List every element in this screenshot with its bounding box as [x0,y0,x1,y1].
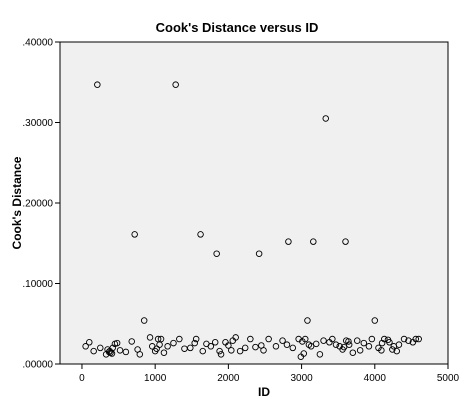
data-point [241,344,249,352]
data-point [300,350,308,357]
data-point [116,347,124,354]
data-point [90,347,97,355]
y-tick-label: .40000 [22,38,53,49]
data-point [191,339,198,347]
data-point [329,335,336,343]
data-point [289,344,297,352]
data-point [140,317,148,324]
data-point [211,339,219,346]
data-point [301,335,309,343]
data-point [405,337,412,344]
data-point [128,338,135,345]
data-point [279,337,286,344]
data-point [236,347,244,355]
data-point [197,231,204,238]
x-tick-label: 3000 [290,373,313,384]
chart-title: Cook's Distance versus ID [156,20,319,35]
data-point [252,343,259,351]
data-point [94,81,101,88]
data-point [360,339,368,347]
data-point [342,238,349,245]
data-point [353,337,361,344]
data-point [320,337,327,344]
data-point [225,342,232,349]
x-tick-label: 4000 [364,373,387,384]
x-axis-title: ID [258,385,270,399]
x-tick-label: 1000 [144,373,167,384]
data-point [415,335,422,343]
data-point [199,347,207,355]
y-axis-title: Cook's Distance [10,156,24,249]
data-point [272,343,280,350]
data-point [384,336,392,344]
x-axis: 0 1000 2000 3000 4000 5000 [79,364,460,384]
x-tick-label: 2000 [217,373,240,384]
data-point [265,335,272,343]
data-point [316,351,324,358]
data-point [304,317,311,324]
data-point [113,339,121,347]
data-point [192,335,200,343]
x-tick-label: 5000 [437,373,460,384]
x-tick-label: 0 [79,373,85,384]
data-point [393,347,401,355]
data-point [160,349,168,356]
data-point [82,343,89,350]
y-axis: .00000 .10000 .20000 .30000 .40000 [22,38,60,371]
data-point [232,334,239,341]
data-point [136,351,144,358]
data-point [356,347,364,354]
data-point [122,348,130,356]
data-point [247,335,254,343]
y-tick-label: .10000 [22,279,53,290]
data-point [345,341,353,348]
data-point [312,340,320,348]
data-point [187,344,194,352]
data-point [260,347,267,354]
data-point [378,347,385,354]
data-point [310,238,317,245]
data-point [389,346,396,353]
data-point [108,350,116,357]
data-point [255,250,263,257]
data-point [340,343,348,351]
data-point [322,115,329,122]
data-point [216,347,223,355]
data-point [176,335,183,343]
data-point [345,338,352,345]
data-point [283,341,291,348]
y-tick-label: .30000 [22,118,53,129]
data-point [368,335,376,343]
data-point [156,341,163,348]
data-point [395,341,403,348]
data-point [213,250,220,257]
y-tick-label: .00000 [22,360,53,371]
data-point [378,339,386,347]
data-point [207,343,215,350]
data-point [332,341,340,348]
data-point [164,343,171,350]
data-point [146,334,154,341]
data-point [97,344,104,352]
data-point [412,335,420,343]
data-point [307,343,315,350]
plot-area [59,41,449,365]
data-point [400,335,408,343]
data-point [285,238,292,245]
data-point [228,347,235,354]
data-point [371,317,379,324]
y-tick-label: .20000 [22,199,53,210]
data-point [172,81,179,88]
data-point [131,231,138,238]
data-point [170,339,177,347]
data-points [82,81,422,361]
data-point [217,351,225,358]
data-point [349,349,357,356]
data-point [86,339,93,346]
data-point [365,343,373,350]
